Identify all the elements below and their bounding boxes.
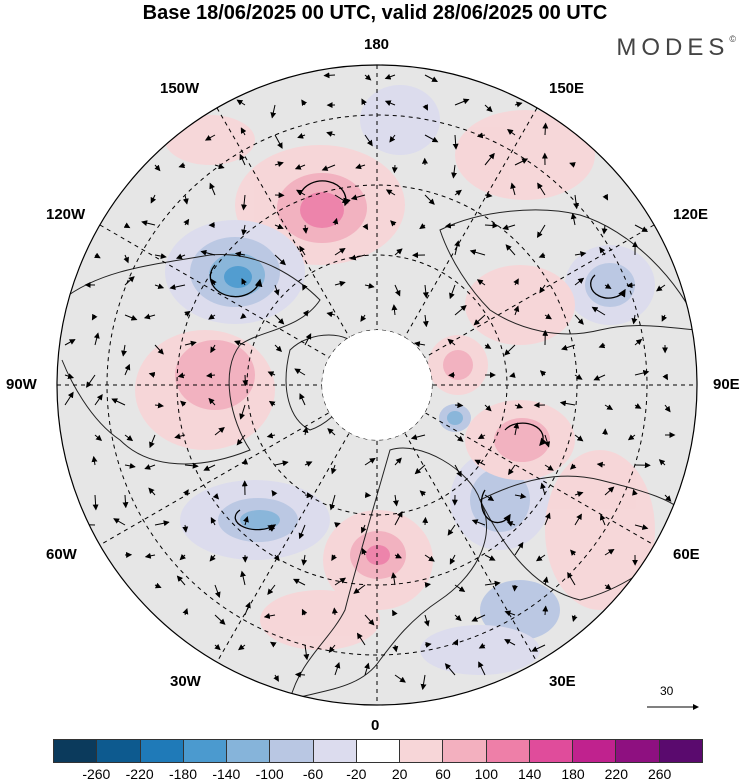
colorbar-cell [357, 739, 400, 763]
colorbar-cell [443, 739, 486, 763]
wind-arrow-icon [455, 405, 462, 406]
wind-arrow-icon [245, 459, 246, 465]
colorbar-tick-label: 180 [561, 766, 584, 782]
colorbar-tick-label: 220 [605, 766, 628, 782]
lon-label-60e: 60E [673, 546, 700, 563]
colorbar-cell [530, 739, 573, 763]
lon-label-180: 180 [364, 36, 389, 53]
colorbar-cell [270, 739, 313, 763]
colorbar-ticks: -260 -220 -180 -140 -100 -60 -20 20 60 100 140 180 2… [53, 766, 703, 784]
colorbar-tick-label: 20 [392, 766, 408, 782]
colorbar-cell [227, 739, 270, 763]
colorbar-tick-label: 100 [475, 766, 498, 782]
lon-label-150e: 150E [549, 80, 584, 97]
lon-label-60w: 60W [46, 546, 77, 563]
colorbar-cell [53, 739, 97, 763]
wind-arrow-icon [545, 607, 546, 616]
colorbar-cell [314, 739, 357, 763]
colorbar-tick-label: 260 [648, 766, 671, 782]
pole-cap [322, 330, 432, 440]
wind-arrow-icon [324, 75, 335, 76]
colorbar-cell [97, 739, 140, 763]
colorbar-cell [141, 739, 184, 763]
wind-arrow-icon [334, 608, 335, 615]
wind-arrow-icon [485, 225, 498, 226]
wind-arrow-icon [394, 165, 395, 172]
wind-arrow-icon [365, 495, 370, 496]
colorbar-cell [616, 739, 659, 763]
colorbar-tick-label: -20 [346, 766, 366, 782]
lon-label-90e: 90E [713, 376, 740, 393]
wind-arrow-icon [515, 585, 516, 591]
colorbar-cell [400, 739, 443, 763]
lon-label-120e: 120E [673, 206, 708, 223]
lon-label-120w: 120W [46, 206, 85, 223]
colorbar [53, 739, 703, 763]
wind-arrow-icon [425, 584, 430, 585]
lon-label-30w: 30W [170, 673, 201, 690]
colorbar-cell [660, 739, 703, 763]
colorbar-cell [573, 739, 616, 763]
colorbar-cell [487, 739, 530, 763]
colorbar-tick-label: -220 [126, 766, 154, 782]
colorbar-tick-label: -100 [256, 766, 284, 782]
wind-arrow-icon [425, 518, 426, 525]
colorbar-tick-label: 60 [435, 766, 451, 782]
lon-label-90w: 90W [6, 376, 37, 393]
colorbar-tick-label: -260 [82, 766, 110, 782]
colorbar-tick-label: 140 [518, 766, 541, 782]
colorbar-cell [184, 739, 227, 763]
wind-arrow-icon [296, 674, 305, 675]
wind-arrow-icon [245, 375, 246, 385]
lon-label-0: 0 [371, 717, 379, 734]
wind-arrow-icon [545, 124, 546, 136]
wind-scale-label: 30 [660, 684, 673, 698]
lon-label-150w: 150W [160, 80, 199, 97]
lon-label-30e: 30E [549, 673, 576, 690]
colorbar-tick-label: -140 [212, 766, 240, 782]
colorbar-tick-label: -180 [169, 766, 197, 782]
colorbar-tick-label: -60 [303, 766, 323, 782]
wind-arrow-icon [628, 285, 636, 286]
